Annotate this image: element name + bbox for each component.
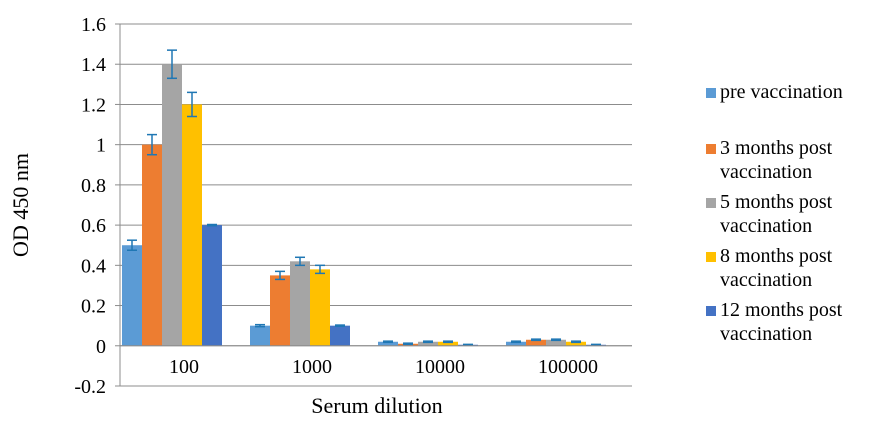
bar	[506, 341, 526, 346]
legend-label: 5 months post vaccination	[720, 191, 833, 237]
legend-swatch	[706, 88, 716, 98]
bar	[122, 245, 142, 346]
y-tick-label: 1	[96, 135, 106, 157]
legend-label: 8 months post vaccination	[720, 245, 833, 291]
legend-label: 3 months post vaccination	[720, 137, 833, 183]
bar	[162, 64, 182, 346]
bar	[290, 261, 310, 346]
bar	[270, 275, 290, 346]
legend-label: pre vaccination	[720, 81, 843, 103]
y-tick-label: -0.2	[74, 376, 106, 398]
y-tick-label: 1.2	[81, 94, 106, 116]
bar	[546, 339, 566, 346]
x-axis-title: Serum dilution	[311, 393, 442, 418]
y-tick-label: 0.6	[81, 215, 106, 237]
x-tick-label: 100000	[538, 356, 598, 378]
y-tick-label: 0.8	[81, 175, 106, 197]
y-tick-label: 1.6	[81, 14, 106, 36]
x-tick-labels: 100 1000 10000 100000	[169, 356, 598, 378]
y-tick-label: 1.4	[81, 54, 106, 76]
bar	[182, 104, 202, 346]
legend-label: 12 months post vaccination	[720, 299, 843, 345]
bar	[330, 325, 350, 346]
legend-swatch	[706, 252, 716, 262]
bar	[526, 339, 546, 346]
bar	[438, 341, 458, 346]
y-tick-label: 0.4	[81, 255, 106, 277]
bar	[202, 225, 222, 346]
axes	[115, 23, 632, 387]
bar	[378, 341, 398, 346]
bars	[122, 64, 606, 346]
y-tick-labels: -0.2 0 0.2 0.4 0.6 0.8 1 1.2 1.4 1.6	[74, 14, 106, 398]
bar	[310, 269, 330, 346]
x-tick-label: 10000	[415, 356, 465, 378]
y-tick-label: 0.2	[81, 296, 106, 318]
x-tick-label: 1000	[292, 356, 332, 378]
y-tick-label: 0	[96, 336, 106, 358]
y-axis-title: OD 450 nm	[8, 153, 33, 257]
legend-swatch	[706, 306, 716, 316]
bar	[250, 325, 270, 346]
error-bars	[127, 49, 601, 346]
x-tick-label: 100	[169, 356, 199, 378]
legend-swatch	[706, 144, 716, 154]
legend-swatch	[706, 198, 716, 208]
bar	[142, 144, 162, 346]
bar	[566, 341, 586, 346]
bar	[418, 341, 438, 346]
